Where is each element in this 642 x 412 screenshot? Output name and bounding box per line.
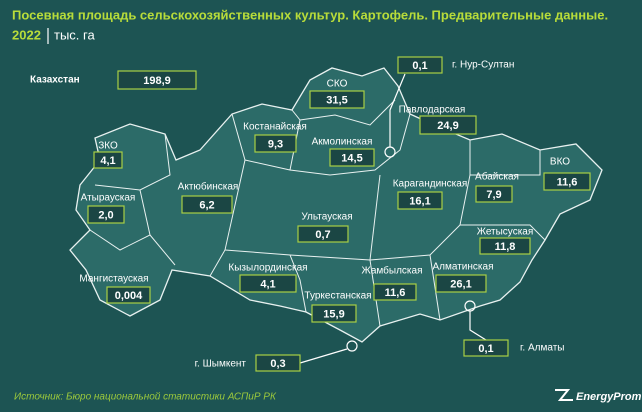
border	[224, 249, 307, 313]
region-value: 31,5	[326, 94, 347, 106]
region-value: 0,1	[412, 60, 427, 72]
border	[209, 113, 246, 277]
value-box	[254, 134, 297, 153]
border	[94, 133, 171, 191]
value-box	[419, 115, 477, 135]
border	[289, 113, 411, 176]
value-box	[311, 304, 357, 323]
logo-icon	[555, 389, 573, 401]
region-name: Алматинская	[433, 262, 494, 273]
logo: EnergyProm	[576, 391, 642, 403]
value-box	[117, 70, 197, 90]
country-shape	[69, 67, 603, 343]
region-name: Кызылординская	[228, 263, 307, 274]
region-value: 6,2	[199, 199, 214, 211]
value-box	[106, 286, 151, 304]
region-value: 0,7	[315, 229, 330, 241]
region-name: Костанайская	[243, 122, 307, 133]
border	[299, 99, 396, 126]
city-marker	[346, 340, 358, 352]
value-box	[435, 274, 487, 293]
region-value: 15,9	[323, 308, 344, 320]
region-name: г. Алматы	[520, 343, 564, 354]
region-name: Жамбылская	[362, 265, 423, 277]
region-name: Павлодарская	[399, 105, 466, 116]
region-name: Карагандинская	[393, 179, 468, 190]
value-box	[297, 225, 349, 243]
leader-line	[299, 348, 348, 364]
region-value: 16,1	[409, 195, 430, 207]
value-box	[397, 191, 443, 210]
city-markers	[299, 73, 487, 364]
border	[369, 174, 381, 261]
value-box	[239, 274, 297, 293]
region-name: Акмолинская	[312, 137, 373, 148]
region-value: 0,004	[115, 290, 143, 302]
region-name: Ультауская	[301, 212, 352, 223]
region-value: 11,6	[557, 176, 578, 188]
region-name: Актюбинская	[178, 181, 239, 193]
region-borders	[89, 99, 546, 327]
value-box	[463, 339, 509, 357]
value-box	[397, 56, 443, 74]
region-value: 198,9	[143, 75, 171, 87]
border	[149, 234, 176, 266]
region-name: ВКО	[550, 157, 570, 168]
value-box	[329, 148, 375, 167]
region-value: 11,6	[385, 287, 406, 299]
region-value: 2,0	[98, 209, 113, 221]
value-box	[309, 90, 365, 109]
region-name: Атырауская	[81, 193, 136, 204]
value-box	[543, 172, 591, 191]
region-name: Казахстан	[30, 75, 80, 86]
border	[460, 224, 546, 241]
border	[89, 189, 151, 251]
value-box	[475, 185, 513, 203]
value-box	[181, 195, 233, 214]
border	[429, 254, 441, 321]
region-value: 24,9	[437, 120, 458, 132]
region-name: СКО	[327, 79, 348, 90]
title: Посевная площадь сельскохозяйственных ку…	[12, 7, 608, 22]
region-value: 11,8	[495, 241, 516, 253]
region-value: 4,1	[100, 155, 115, 167]
value-box	[255, 354, 301, 372]
region-name: ЗКО	[98, 141, 118, 152]
region-name: г. Нур-Султан	[452, 60, 514, 71]
value-box	[87, 205, 125, 224]
region-value: 0,1	[478, 343, 493, 355]
value-box	[479, 237, 531, 255]
value-box	[93, 151, 123, 169]
unit: тыс. га	[54, 27, 95, 42]
value-box	[373, 283, 417, 301]
region-value: 0,3	[270, 358, 285, 370]
leader-line	[469, 311, 487, 341]
region-name: Туркестанская	[304, 291, 371, 302]
region-value: 26,1	[450, 278, 471, 290]
border	[470, 150, 541, 176]
year: 2022	[12, 27, 41, 42]
region-name: Жетысуская	[477, 227, 534, 238]
source: Источник: Бюро национальной статистики А…	[14, 392, 277, 403]
leader-line	[389, 73, 406, 147]
region-name: Мангистауская	[79, 274, 148, 285]
region-value: 9,3	[268, 138, 283, 150]
region-name: г. Шымкент	[195, 359, 247, 370]
region-value: 4,1	[260, 278, 275, 290]
region-value: 7,9	[486, 189, 501, 201]
region-name: Абайская	[475, 171, 519, 183]
region-value: 14,5	[341, 152, 362, 164]
